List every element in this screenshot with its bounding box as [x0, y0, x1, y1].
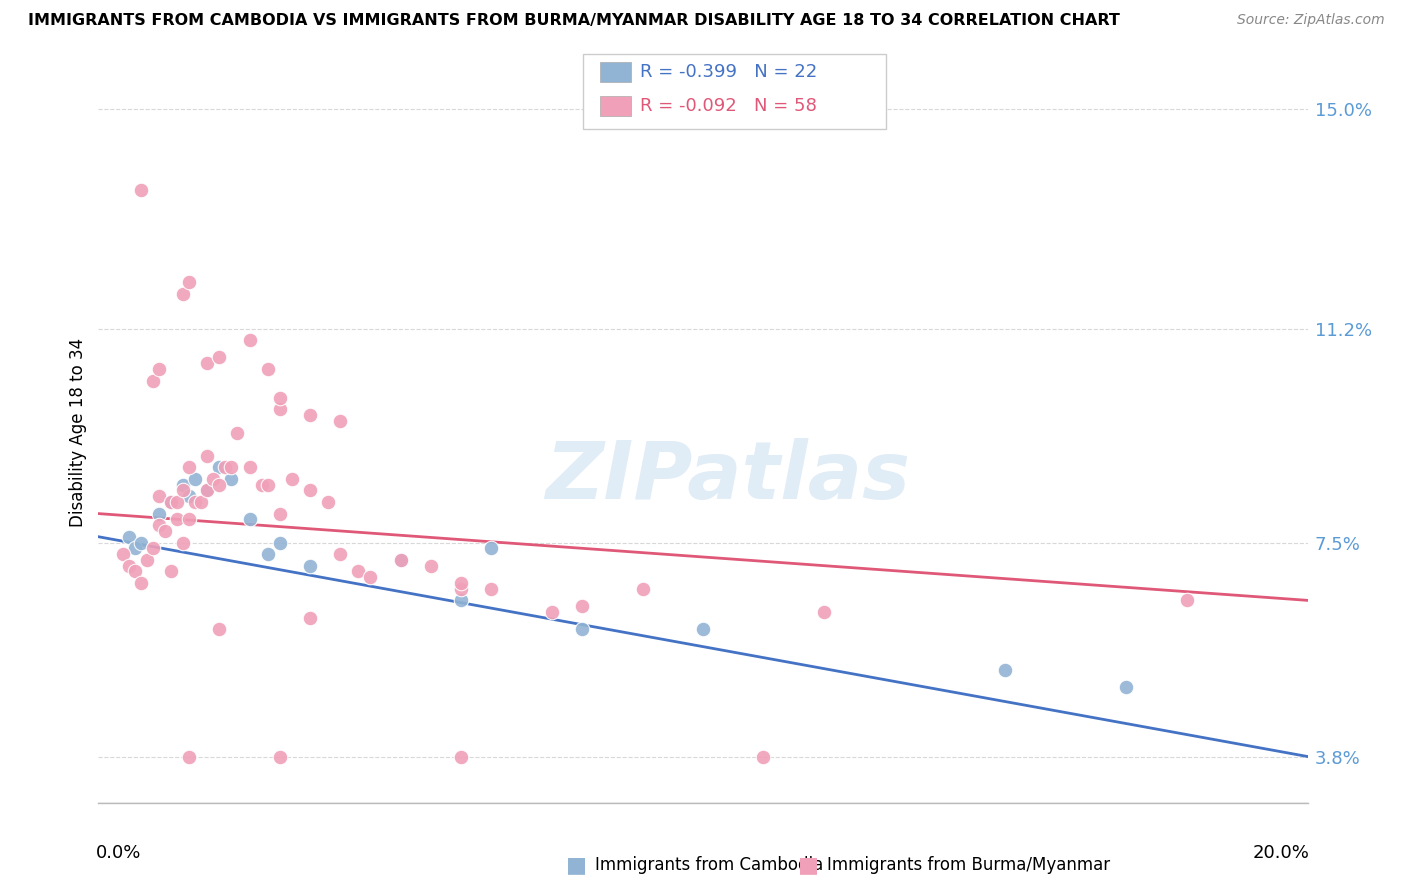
Point [190, 495, 212, 509]
Point [269, 507, 291, 521]
Point [148, 489, 170, 503]
Point [118, 558, 141, 573]
Point [239, 333, 262, 347]
Point [148, 518, 170, 533]
Text: R = -0.399   N = 22: R = -0.399 N = 22 [640, 63, 817, 81]
Text: Immigrants from Burma/Myanmar: Immigrants from Burma/Myanmar [827, 856, 1109, 874]
Point [571, 622, 593, 636]
Point [124, 565, 146, 579]
Point [269, 535, 291, 549]
Point [226, 425, 249, 440]
Point [299, 483, 322, 498]
Point [195, 483, 218, 498]
Point [195, 356, 218, 370]
Point [347, 565, 370, 579]
Text: IMMIGRANTS FROM CAMBODIA VS IMMIGRANTS FROM BURMA/MYANMAR DISABILITY AGE 18 TO 3: IMMIGRANTS FROM CAMBODIA VS IMMIGRANTS F… [28, 13, 1121, 29]
Point [316, 495, 339, 509]
Point [129, 576, 152, 591]
Point [299, 409, 322, 423]
Point [208, 622, 231, 636]
Point [148, 507, 170, 521]
Point [221, 460, 243, 475]
Point [118, 530, 141, 544]
Point [239, 460, 262, 475]
Point [160, 565, 183, 579]
Point [239, 512, 262, 526]
Point [631, 582, 654, 596]
Point [202, 472, 225, 486]
Text: R = -0.092   N = 58: R = -0.092 N = 58 [640, 97, 817, 115]
Point [752, 749, 775, 764]
Point [269, 391, 291, 405]
Point [142, 374, 165, 388]
Point [195, 483, 218, 498]
Point [172, 286, 194, 301]
Point [166, 512, 188, 526]
Point [148, 362, 170, 376]
Point [184, 495, 207, 509]
Point [450, 582, 472, 596]
Text: ■: ■ [567, 855, 586, 875]
Point [179, 489, 201, 503]
Point [208, 477, 231, 491]
Point [420, 558, 443, 573]
Text: 20.0%: 20.0% [1253, 844, 1310, 862]
Point [184, 472, 207, 486]
Text: Immigrants from Cambodia: Immigrants from Cambodia [595, 856, 823, 874]
Point [142, 541, 165, 556]
Point [166, 495, 188, 509]
Point [172, 535, 194, 549]
Point [179, 275, 201, 289]
Point [208, 460, 231, 475]
Point [256, 547, 278, 561]
Point [208, 351, 231, 365]
Point [450, 593, 472, 607]
Point [481, 582, 503, 596]
Point [571, 599, 593, 614]
Text: Source: ZipAtlas.com: Source: ZipAtlas.com [1237, 13, 1385, 28]
Point [214, 460, 236, 475]
Point [256, 362, 278, 376]
Point [481, 541, 503, 556]
Point [329, 547, 352, 561]
Point [1175, 593, 1198, 607]
Point [269, 749, 291, 764]
Point [450, 749, 472, 764]
Point [450, 576, 472, 591]
Point [172, 483, 194, 498]
Point [389, 553, 412, 567]
Point [179, 512, 201, 526]
Point [160, 495, 183, 509]
Point [179, 749, 201, 764]
Text: 0.0%: 0.0% [96, 844, 142, 862]
Point [389, 553, 412, 567]
Point [135, 553, 157, 567]
Point [281, 472, 304, 486]
Point [813, 605, 835, 619]
Point [153, 524, 176, 538]
Point [179, 460, 201, 475]
Y-axis label: Disability Age 18 to 34: Disability Age 18 to 34 [69, 338, 87, 527]
Point [111, 547, 134, 561]
Point [299, 610, 322, 624]
Point [221, 472, 243, 486]
Point [250, 477, 273, 491]
Text: ZIPatlas: ZIPatlas [544, 438, 910, 516]
Point [129, 183, 152, 197]
Point [329, 414, 352, 428]
Point [540, 605, 562, 619]
Text: ■: ■ [799, 855, 818, 875]
Point [360, 570, 382, 584]
Point [172, 477, 194, 491]
Point [160, 495, 183, 509]
Point [994, 663, 1017, 677]
Point [129, 535, 152, 549]
Point [299, 558, 322, 573]
Point [195, 449, 218, 463]
Point [124, 541, 146, 556]
Point [692, 622, 714, 636]
Point [1115, 680, 1137, 694]
Point [256, 477, 278, 491]
Point [269, 402, 291, 417]
